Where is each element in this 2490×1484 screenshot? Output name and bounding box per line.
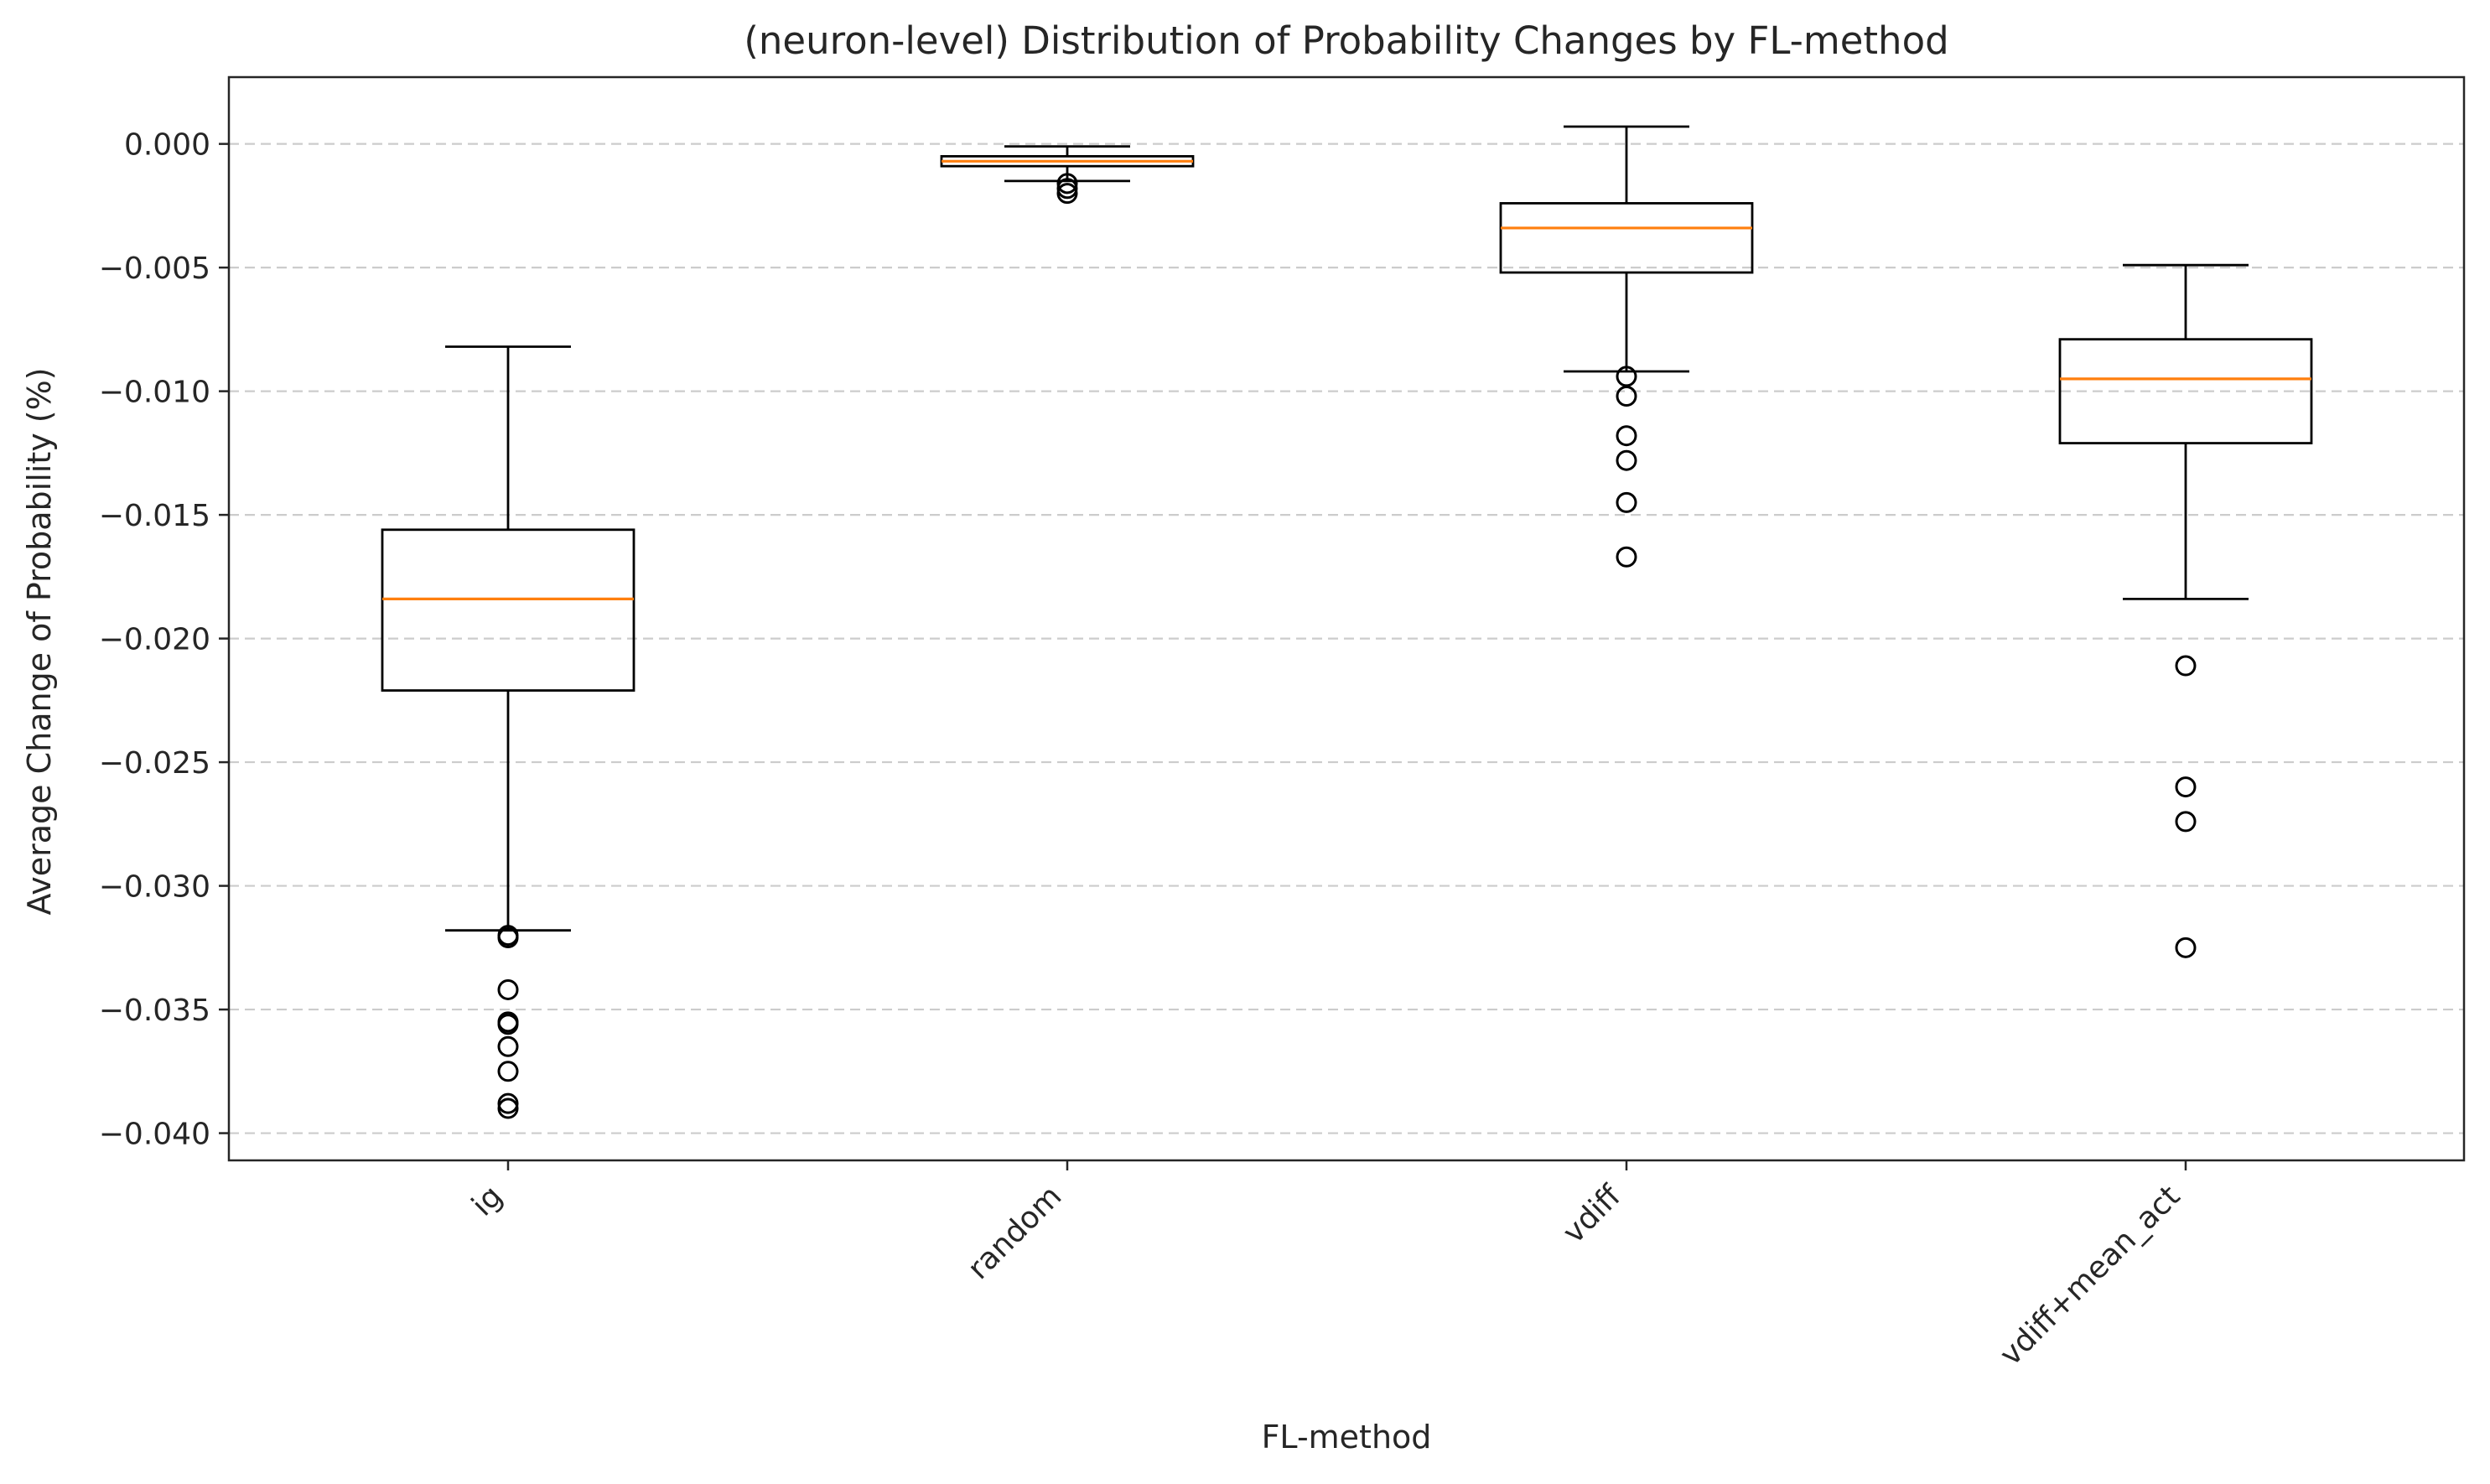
outlier-point — [497, 927, 519, 949]
box-layer — [381, 125, 2313, 1119]
box-iqr — [1499, 202, 1754, 274]
box-iqr — [2058, 338, 2313, 444]
outlier-point — [1616, 425, 1637, 447]
y-tick-label: −0.030 — [99, 870, 210, 905]
plot-frame — [227, 75, 2466, 1162]
outlier-point — [497, 978, 519, 1000]
outlier-point — [1616, 491, 1637, 513]
y-axis-label: Average Change of Probability (%) — [21, 367, 58, 915]
outlier-point — [1616, 386, 1637, 407]
outlier-point — [2175, 811, 2197, 833]
y-tick-label: −0.010 — [99, 376, 210, 410]
y-tick-label: −0.040 — [99, 1118, 210, 1152]
box-group — [1499, 125, 1754, 568]
outlier-point — [1616, 449, 1637, 471]
y-tick-label: 0.000 — [124, 128, 210, 163]
outlier-point — [2175, 776, 2197, 798]
y-tick-label: −0.025 — [99, 746, 210, 781]
outlier-point — [2175, 655, 2197, 677]
y-tick-label: −0.015 — [99, 499, 210, 533]
box-group — [940, 145, 1195, 205]
y-tick-label: −0.020 — [99, 623, 210, 657]
outlier-point — [2175, 937, 2197, 958]
box-group — [381, 345, 635, 1119]
chart-title: (neuron-level) Distribution of Probabili… — [744, 18, 1948, 63]
y-tick-label: −0.035 — [99, 994, 210, 1028]
outlier-point — [497, 1014, 519, 1035]
y-tick-label: −0.005 — [99, 252, 210, 286]
outlier-point — [497, 1061, 519, 1082]
x-axis-label: FL-method — [1262, 1419, 1432, 1455]
outlier-point — [497, 1035, 519, 1057]
outlier-point — [1616, 546, 1637, 568]
outlier-point — [1616, 366, 1637, 387]
box-iqr — [381, 528, 635, 692]
outlier-point — [1056, 183, 1078, 205]
box-group — [2058, 263, 2313, 958]
grid-layer — [229, 143, 2464, 1134]
outlier-point — [497, 1097, 519, 1119]
